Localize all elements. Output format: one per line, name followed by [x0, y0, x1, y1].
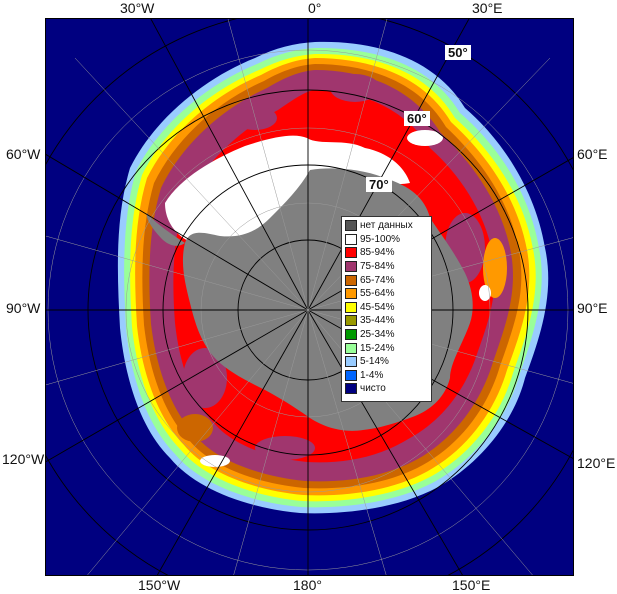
- legend-swatch: [345, 315, 357, 327]
- legend-label: 75-84%: [360, 261, 395, 273]
- lat-label-50: 50°: [445, 45, 471, 60]
- legend-item: 55-64%: [345, 287, 431, 301]
- legend-label: 25-34%: [360, 329, 395, 341]
- legend-item: нет данных: [345, 219, 431, 233]
- lat-label-60: 60°: [404, 111, 430, 126]
- ice-white-patch: [200, 455, 230, 467]
- ice-orange-patch: [177, 414, 213, 442]
- legend-label: 95-100%: [360, 233, 401, 245]
- lon-label-150e: 150°E: [452, 577, 491, 593]
- legend-swatch: [345, 274, 357, 286]
- legend-item: 1-4%: [345, 369, 431, 383]
- lon-label-90e: 90°E: [577, 300, 608, 316]
- legend-swatch: [345, 233, 357, 245]
- ice-white-weddell: [165, 135, 410, 247]
- legend-item: 25-34%: [345, 328, 431, 342]
- legend-label: 5-14%: [360, 356, 389, 368]
- lon-label-150w: 150°W: [138, 577, 181, 593]
- lon-label-60w: 60°W: [6, 146, 41, 162]
- legend-item: 5-14%: [345, 355, 431, 369]
- legend-swatch: [345, 301, 357, 313]
- lon-label-180: 180°: [293, 577, 322, 593]
- lat-label-70: 70°: [366, 177, 392, 192]
- legend-swatch: [345, 356, 357, 368]
- lon-label-90w: 90°W: [6, 300, 41, 316]
- legend-label: 55-64%: [360, 288, 395, 300]
- lon-label-120e: 120°E: [577, 455, 616, 471]
- longitude-grid-fine: [45, 18, 574, 576]
- legend-item: 45-54%: [345, 301, 431, 315]
- legend-swatch: [345, 220, 357, 232]
- legend-label: 15-24%: [360, 342, 395, 354]
- legend-item: 75-84%: [345, 260, 431, 274]
- legend-swatch: [345, 329, 357, 341]
- legend-item: 35-44%: [345, 314, 431, 328]
- legend-swatch: [345, 247, 357, 259]
- legend-label: 45-54%: [360, 301, 395, 313]
- ice-white-patch: [479, 285, 491, 301]
- legend-item: 95-100%: [345, 233, 431, 247]
- ice-white-patch: [407, 130, 443, 146]
- legend-swatch: [345, 261, 357, 273]
- lon-label-120w: 120°W: [2, 451, 45, 467]
- legend-swatch: [345, 288, 357, 300]
- lon-label-0: 0°: [308, 0, 322, 16]
- ice-purple-patch: [330, 74, 380, 102]
- legend-swatch: [345, 342, 357, 354]
- legend-item: 85-94%: [345, 246, 431, 260]
- legend-swatch: [345, 383, 357, 395]
- legend-label: 65-74%: [360, 274, 395, 286]
- lon-label-30e: 30°E: [472, 0, 503, 16]
- legend-item: 15-24%: [345, 341, 431, 355]
- antarctic-peninsula: [146, 213, 185, 246]
- lon-label-30w: 30°W: [120, 0, 155, 16]
- legend-swatch: [345, 369, 357, 381]
- legend-item: чисто: [345, 382, 431, 396]
- legend-label: нет данных: [360, 220, 413, 232]
- legend-label: чисто: [360, 383, 386, 395]
- ice-purple-patch: [255, 436, 315, 460]
- ice-orange-patch: [483, 238, 507, 298]
- legend-label: 85-94%: [360, 247, 395, 259]
- legend-label: 35-44%: [360, 315, 395, 327]
- concentration-legend: нет данных 95-100% 85-94% 75-84% 65-74% 55-64…: [341, 216, 432, 402]
- lon-label-60e: 60°E: [577, 146, 608, 162]
- legend-label: 1-4%: [360, 369, 384, 381]
- legend-item: 65-74%: [345, 273, 431, 287]
- sea-ice-concentration-map: [45, 18, 574, 576]
